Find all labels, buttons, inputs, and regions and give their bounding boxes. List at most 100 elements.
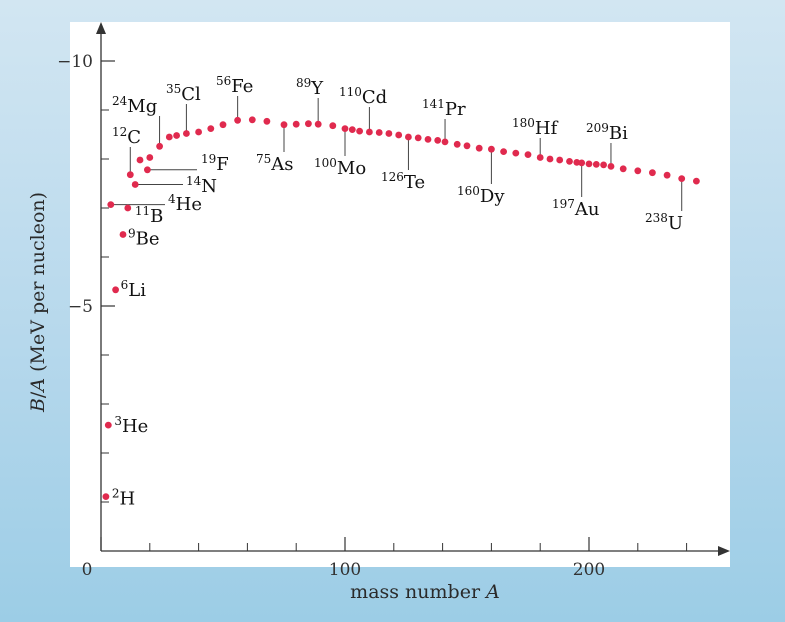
data-point: [556, 156, 564, 164]
data-point: [573, 159, 581, 166]
data-point: [107, 201, 115, 209]
data-point: [348, 126, 356, 133]
data-point: [263, 117, 271, 125]
y-axis-arrow: [96, 22, 106, 34]
data-point: [693, 177, 700, 185]
data-point: [634, 167, 642, 175]
isotope-label-hf-180: 180Hf: [512, 116, 559, 139]
data-points: [102, 116, 700, 500]
data-point: [219, 121, 227, 129]
isotope-label-as-75: 75As: [256, 152, 294, 175]
isotope-label-he-4: 4He: [168, 192, 202, 215]
data-point: [248, 116, 256, 124]
isotope-label-u-238: 238U: [645, 211, 683, 234]
data-point: [395, 131, 403, 139]
data-point: [375, 129, 383, 136]
data-point: [678, 175, 686, 183]
isotope-label-au-197: 197Au: [552, 197, 600, 220]
isotope-label-te-126: 126Te: [381, 170, 425, 193]
data-point: [341, 125, 349, 132]
isotope-label-n-14: 14N: [186, 174, 217, 197]
data-point: [329, 122, 337, 130]
data-point: [156, 142, 164, 150]
data-point: [414, 134, 422, 142]
data-point: [434, 137, 442, 144]
data-point: [144, 166, 151, 174]
isotope-label-f-19: 19F: [201, 152, 229, 175]
data-point: [385, 130, 393, 137]
data-point: [207, 125, 215, 132]
annotation-leader-lines: [113, 96, 683, 211]
data-point: [104, 421, 112, 429]
x-axis-arrow: [718, 546, 730, 556]
isotope-label-cd-110: 110Cd: [339, 85, 387, 108]
isotope-label-mg-24: 24Mg: [112, 94, 157, 117]
data-point: [463, 142, 471, 150]
y-tick-label: −5: [68, 297, 93, 317]
data-point: [607, 163, 615, 170]
isotope-label-cl-35: 35Cl: [166, 82, 201, 105]
data-point: [195, 128, 203, 136]
isotope-label-bi-209: 209Bi: [586, 121, 628, 144]
x-axis-label: mass number A: [350, 581, 500, 603]
isotope-label-c-12: 12C: [112, 125, 141, 148]
data-point: [536, 154, 544, 161]
data-point: [475, 144, 483, 152]
isotope-label-li-6: 6Li: [121, 278, 147, 301]
data-point: [356, 127, 363, 135]
data-point: [366, 128, 373, 136]
data-point: [173, 132, 181, 139]
data-point: [500, 148, 507, 156]
plot-area: [70, 22, 730, 567]
isotope-label-fe-56: 56Fe: [216, 74, 253, 97]
data-point: [524, 151, 532, 159]
data-point: [305, 120, 312, 128]
isotope-label-dy-160: 160Dy: [457, 184, 505, 207]
data-point: [183, 130, 190, 137]
y-axis-label: B/A (MeV per nucleon): [27, 192, 49, 413]
x-tick-label: 100: [329, 560, 361, 580]
data-point: [566, 158, 573, 165]
data-point: [119, 231, 127, 238]
isotope-label-he-3: 3He: [114, 414, 148, 437]
data-point: [102, 493, 110, 500]
data-point: [512, 149, 520, 157]
data-point: [146, 154, 154, 161]
data-point: [112, 286, 119, 294]
data-point: [126, 171, 134, 179]
data-point: [592, 161, 600, 168]
axes: [96, 22, 730, 556]
data-point: [649, 169, 656, 177]
isotope-label-pr-141: 141Pr: [422, 97, 466, 120]
data-point: [488, 145, 495, 153]
data-point: [585, 160, 593, 168]
isotope-label-be-9: 9Be: [128, 226, 160, 249]
data-point: [424, 136, 432, 143]
data-point: [453, 140, 461, 148]
data-point: [405, 133, 412, 141]
data-point: [280, 121, 288, 129]
x-tick-label: 0: [82, 560, 93, 580]
data-point: [619, 165, 627, 173]
data-point: [165, 133, 173, 141]
data-point: [578, 159, 586, 167]
data-point: [441, 138, 449, 146]
isotope-label-y-89: 89Y: [296, 76, 324, 99]
data-point: [234, 116, 242, 124]
ticks: 0 100 200 −5 −10: [57, 52, 688, 580]
isotope-label-b-11: 11B: [135, 204, 164, 227]
data-point: [600, 161, 607, 169]
data-point: [663, 171, 671, 179]
data-point: [546, 155, 554, 163]
data-point: [131, 181, 139, 188]
y-tick-label: −10: [57, 52, 93, 72]
data-point: [292, 120, 300, 128]
isotope-label-mo-100: 100Mo: [314, 156, 366, 179]
data-point: [136, 156, 144, 164]
x-tick-label: 200: [573, 560, 605, 580]
data-point: [314, 120, 322, 128]
data-point: [124, 204, 132, 212]
